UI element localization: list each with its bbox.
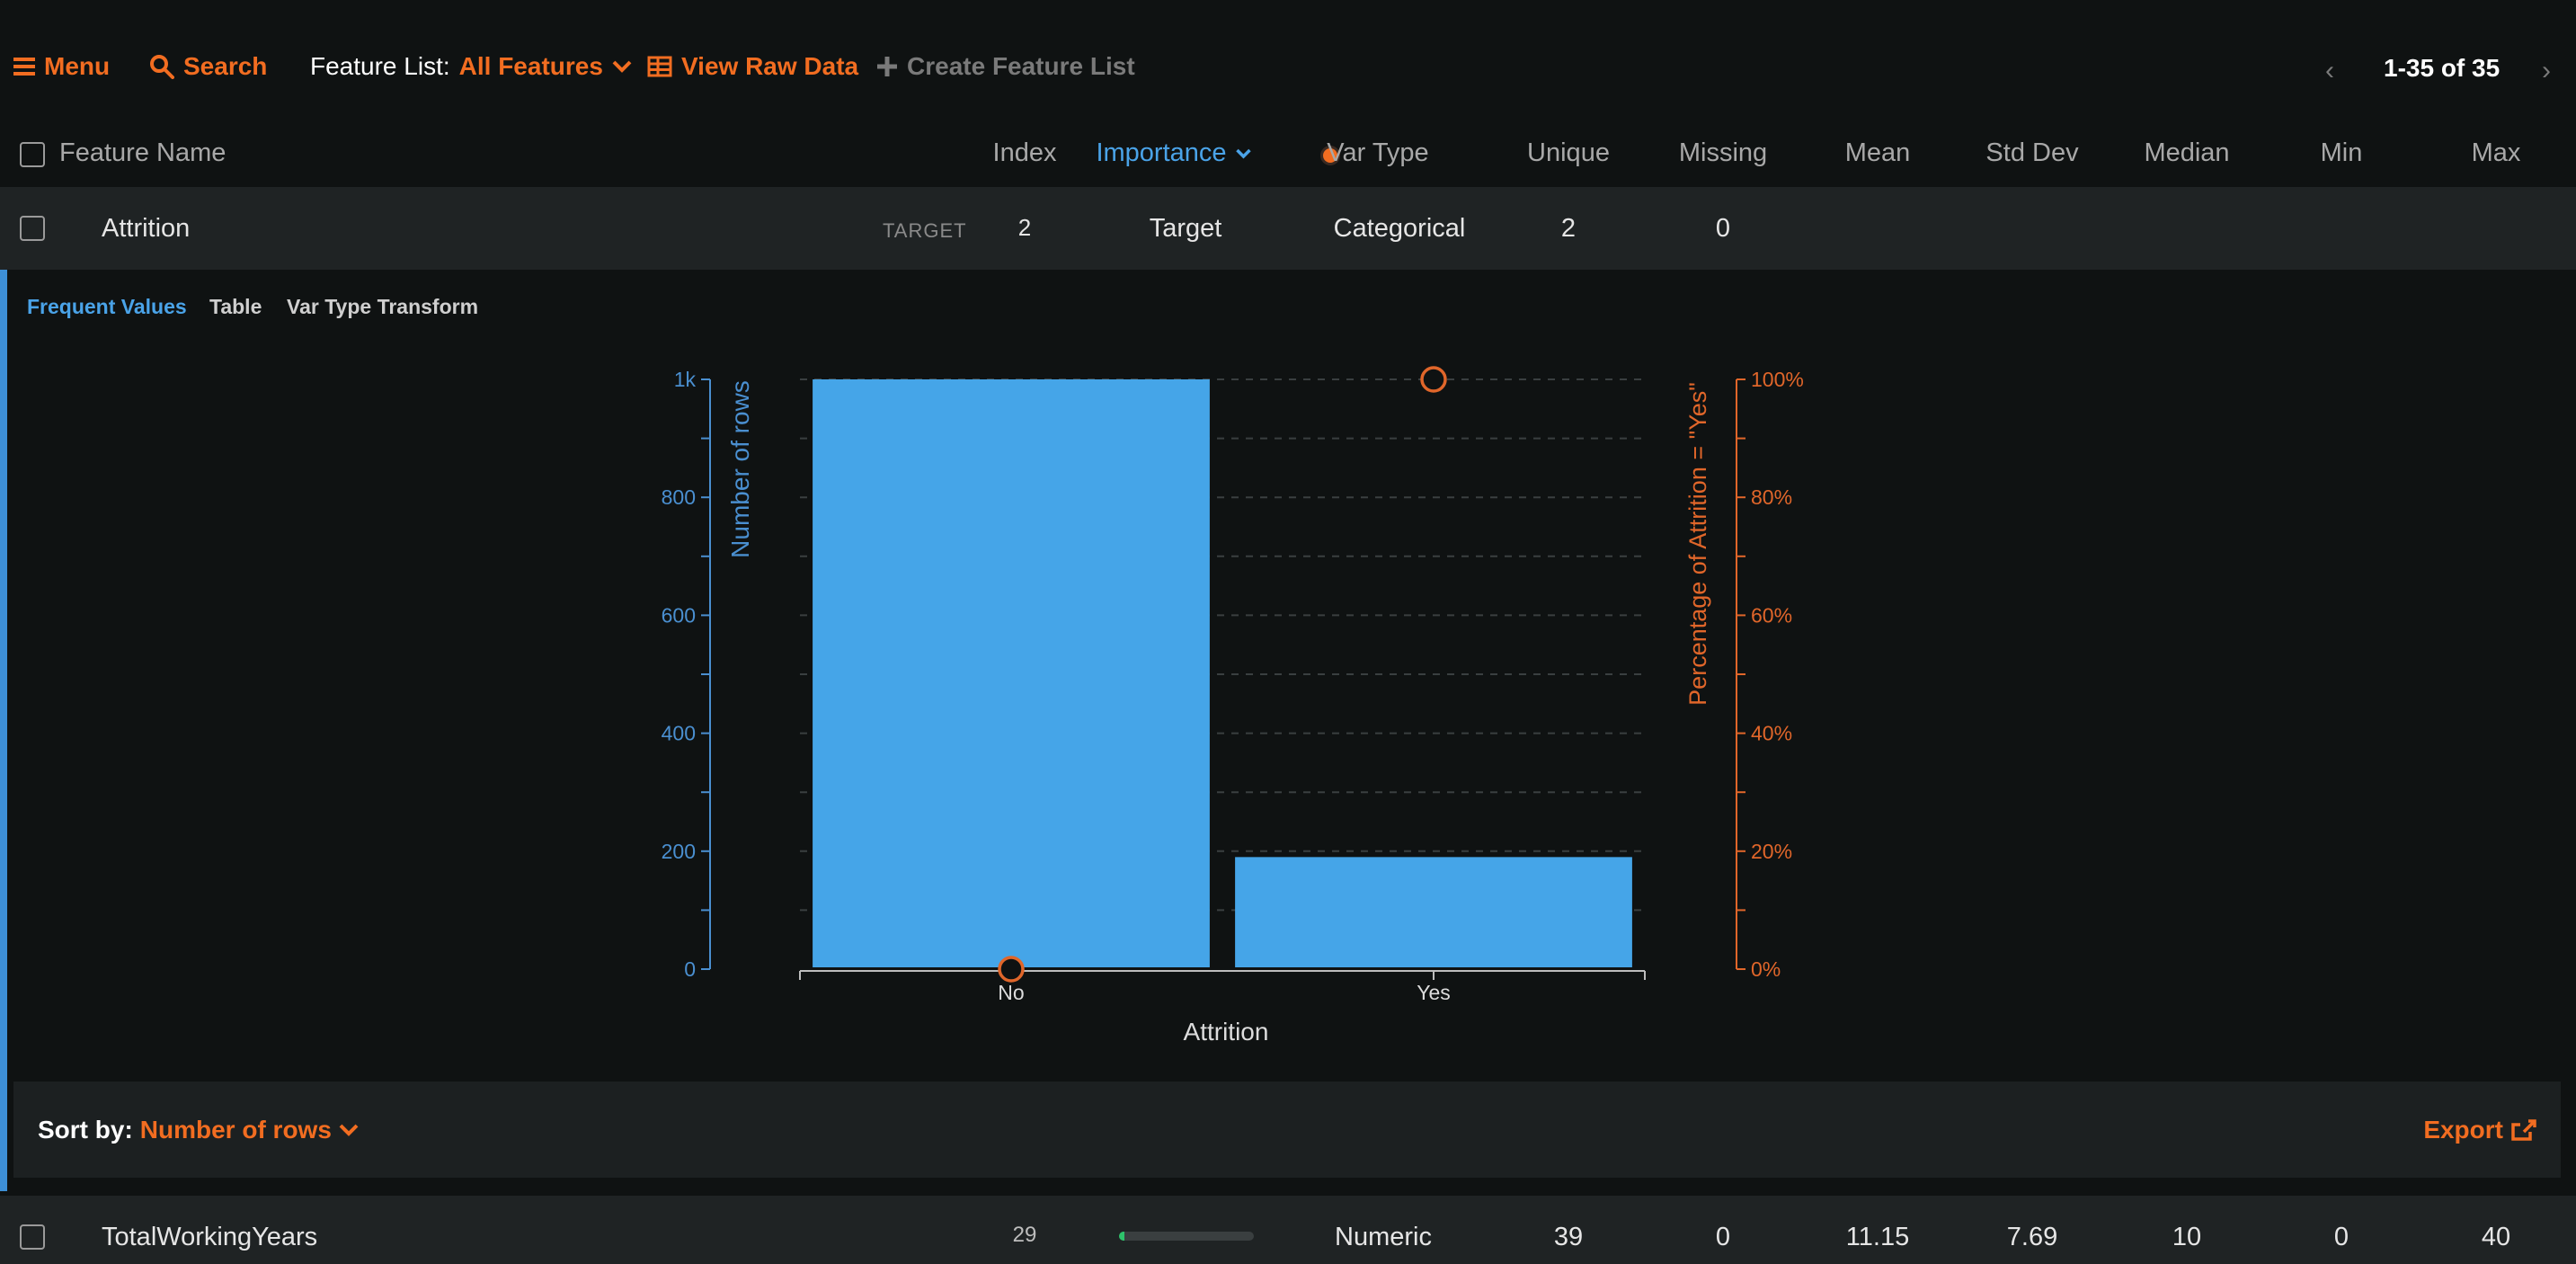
left-axis-title: Number of rows	[726, 380, 754, 558]
right-axis-title: Percentage of Attrition = "Yes"	[1684, 382, 1711, 706]
importance-bar	[1119, 1232, 1254, 1241]
col-mean[interactable]: Mean	[1844, 138, 1911, 167]
column-header-row: Feature Name Index Importance Var Type U…	[0, 126, 2576, 188]
feature-index: 29	[1012, 1223, 1037, 1247]
table-icon	[647, 56, 672, 77]
prev-page-icon[interactable]: ‹	[2325, 56, 2334, 85]
feature-mean: 11.15	[1845, 1223, 1910, 1251]
export-label: Export	[2423, 1116, 2503, 1144]
feature-index: 2	[1017, 214, 1032, 241]
bar-yes	[1235, 857, 1632, 967]
view-raw-data-label: View Raw Data	[681, 52, 859, 80]
feature-std-dev: 7.69	[2006, 1223, 2058, 1251]
feature-var-type: Numeric	[1335, 1223, 1432, 1251]
col-unique[interactable]: Unique	[1527, 138, 1610, 167]
search-icon	[150, 55, 174, 79]
right-axis-tick-label: 100%	[1751, 368, 1804, 391]
detail-accent-bar	[0, 270, 7, 1191]
feature-median: 10	[2172, 1223, 2202, 1251]
sort-by-value: Number of rows	[139, 1116, 332, 1144]
right-axis-tick-label: 80%	[1751, 485, 1792, 509]
target-tag: TARGET	[883, 219, 967, 242]
next-page-icon[interactable]: ›	[2542, 56, 2551, 85]
col-max[interactable]: Max	[2471, 138, 2521, 167]
pagination-text: 1-35 of 35	[2384, 54, 2500, 82]
bar-no	[813, 379, 1210, 967]
feature-list-value: All Features	[458, 52, 603, 80]
export-icon	[2511, 1119, 2536, 1141]
export-button[interactable]: Export	[2423, 1116, 2537, 1144]
col-importance[interactable]: Importance	[1096, 138, 1251, 168]
search-button[interactable]: Search	[149, 52, 267, 81]
feature-missing: 0	[1715, 1223, 1731, 1251]
plus-icon	[877, 57, 897, 76]
col-median[interactable]: Median	[2144, 138, 2230, 167]
right-axis-tick-label: 20%	[1751, 840, 1792, 863]
left-axis-tick-label: 600	[662, 603, 696, 627]
chevron-down-icon	[612, 60, 632, 73]
pct-marker-no	[998, 956, 1025, 983]
feature-name: TotalWorkingYears	[102, 1223, 318, 1251]
feature-name: Attrition	[102, 214, 191, 243]
importance-bar-fill	[1119, 1232, 1124, 1241]
col-var-type[interactable]: Var Type	[1327, 138, 1429, 167]
col-index[interactable]: Index	[992, 138, 1057, 167]
target-indicator-icon	[1320, 146, 1340, 165]
col-importance-label: Importance	[1096, 138, 1227, 167]
right-axis-tick-label: 60%	[1751, 603, 1792, 627]
feature-missing: 0	[1715, 214, 1731, 243]
feature-var-type: Categorical	[1333, 214, 1466, 243]
left-axis-tick-label: 400	[662, 722, 696, 745]
sort-selector[interactable]: Sort by: Number of rows	[38, 1116, 359, 1144]
feature-list-label: Feature List:	[310, 52, 450, 80]
feature-max: 40	[2481, 1223, 2511, 1251]
feature-row-total-working-years[interactable]: TotalWorkingYears 29 Numeric 39 0 11.15 …	[0, 1196, 2576, 1264]
create-feature-list-button[interactable]: Create Feature List	[876, 52, 1135, 81]
create-feature-list-label: Create Feature List	[907, 52, 1135, 80]
left-axis-tick-label: 1k	[674, 368, 697, 391]
right-axis-tick-label: 40%	[1751, 722, 1792, 745]
chevron-down-icon	[1236, 148, 1251, 158]
pct-marker-yes	[1420, 366, 1447, 393]
frequent-values-chart: 0 200 400 600 800 1k Number of rows 0% 20% 40% 60%…	[662, 366, 1804, 1046]
feature-list-selector[interactable]: Feature List: All Features	[310, 52, 632, 81]
left-axis-tick-label: 800	[662, 485, 696, 509]
view-raw-data-button[interactable]: View Raw Data	[647, 52, 858, 81]
top-toolbar: Menu Search Feature List: All Features V…	[0, 0, 2576, 139]
tab-table[interactable]: Table	[209, 295, 262, 318]
left-axis-tick-label: 0	[684, 957, 696, 981]
row-checkbox[interactable]	[20, 216, 45, 241]
chevron-down-icon	[339, 1124, 359, 1136]
x-tick-label-no: No	[998, 981, 1024, 1004]
select-all-checkbox[interactable]	[20, 142, 45, 167]
left-axis-tick-label: 200	[662, 840, 696, 863]
sort-bar: Sort by: Number of rows Export	[13, 1082, 2561, 1178]
search-label: Search	[183, 52, 268, 80]
right-axis-tick-label: 0%	[1751, 957, 1781, 981]
hamburger-icon	[13, 58, 35, 76]
tab-var-type-transform[interactable]: Var Type Transform	[287, 295, 479, 318]
feature-row-attrition[interactable]: Attrition TARGET 2 Target Categorical 2 …	[0, 187, 2576, 271]
col-feature-name[interactable]: Feature Name	[59, 138, 227, 167]
col-min[interactable]: Min	[2320, 138, 2363, 167]
col-missing[interactable]: Missing	[1678, 138, 1768, 167]
feature-unique: 2	[1560, 214, 1577, 243]
feature-min: 0	[2333, 1223, 2349, 1251]
feature-detail-panel: Frequent Values Table Var Type Transform…	[0, 270, 2576, 1191]
feature-unique: 39	[1553, 1223, 1584, 1251]
row-checkbox[interactable]	[20, 1224, 45, 1250]
sort-by-label: Sort by:	[38, 1116, 133, 1144]
x-axis-title: Attrition	[1184, 1018, 1269, 1046]
col-std-dev[interactable]: Std Dev	[1985, 138, 2079, 167]
x-tick-label-yes: Yes	[1417, 981, 1451, 1004]
menu-label: Menu	[44, 52, 111, 80]
menu-button[interactable]: Menu	[13, 52, 110, 81]
feature-importance: Target	[1149, 214, 1222, 243]
tab-frequent-values[interactable]: Frequent Values	[27, 295, 187, 318]
